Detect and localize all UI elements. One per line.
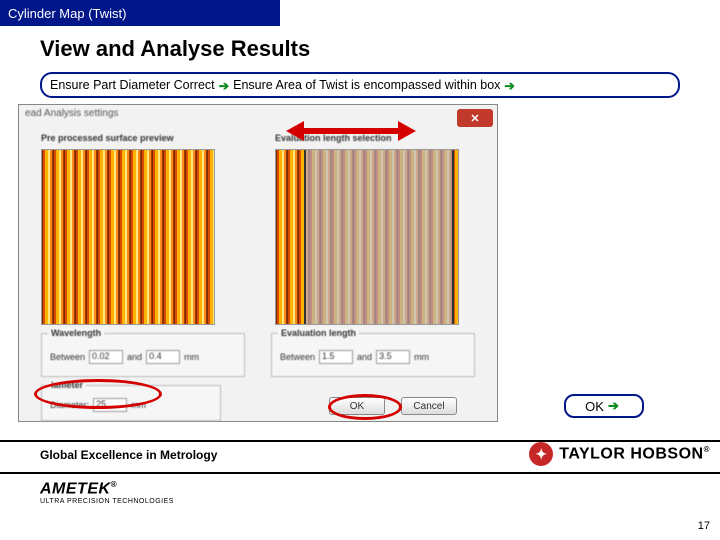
- eval-min-input[interactable]: 1.5: [319, 350, 353, 364]
- brand-name: TAYLOR HOBSON: [559, 445, 703, 462]
- stripes-texture: [42, 150, 214, 324]
- logo-mark-icon: ✦: [529, 442, 553, 466]
- preview-label-right: Evaluation length selection: [275, 133, 392, 143]
- dialog-close-button[interactable]: ✕: [457, 109, 493, 127]
- slide: Cylinder Map (Twist) View and Analyse Re…: [0, 0, 720, 540]
- diameter-group: iameter Diameter: 25 mm: [41, 385, 221, 421]
- instruction-part2: Ensure Area of Twist is encompassed with…: [233, 78, 500, 92]
- and-label: and: [357, 352, 372, 362]
- ametek-logo: AMETEK®: [40, 480, 117, 498]
- between-label: Between: [50, 352, 85, 362]
- slide-title: View and Analyse Results: [40, 36, 310, 62]
- and-label: and: [127, 352, 142, 362]
- footer-tagline: Global Excellence in Metrology: [40, 448, 217, 462]
- preview-label-left: Pre processed surface preview: [41, 133, 174, 143]
- ok-button[interactable]: OK: [329, 397, 385, 415]
- diameter-field-label: Diameter:: [50, 400, 89, 410]
- registered-icon: ®: [704, 445, 710, 454]
- instruction-part1: Ensure Part Diameter Correct: [50, 78, 215, 92]
- arrow-icon: ➔: [608, 398, 619, 414]
- section-bar-text: Cylinder Map (Twist): [8, 6, 126, 21]
- eval-unit: mm: [414, 352, 429, 362]
- taylor-hobson-logo: ✦ TAYLOR HOBSON®: [529, 442, 710, 466]
- ametek-text: AMETEK: [40, 480, 111, 497]
- wavelength-max-input[interactable]: 0.4: [146, 350, 180, 364]
- wavelength-unit: mm: [184, 352, 199, 362]
- analysis-settings-dialog: ead Analysis settings ✕ Pre processed su…: [18, 104, 498, 422]
- instruction-box: Ensure Part Diameter Correct ➔ Ensure Ar…: [40, 72, 680, 98]
- eval-label: Evaluation length: [278, 328, 359, 338]
- arrow-icon: ➔: [504, 78, 514, 93]
- wavelength-group: Wavelength Between 0.02 and 0.4 mm: [41, 333, 245, 377]
- ametek-subtitle: ULTRA PRECISION TECHNOLOGIES: [40, 498, 174, 505]
- between-label: Between: [280, 352, 315, 362]
- selection-box[interactable]: [304, 150, 454, 324]
- ok-hint-box: OK ➔: [564, 394, 644, 418]
- logo-text: TAYLOR HOBSON®: [559, 445, 710, 463]
- dialog-title: ead Analysis settings: [19, 105, 497, 121]
- arrow-icon: ➔: [219, 78, 229, 93]
- divider: [0, 472, 720, 474]
- registered-icon: ®: [111, 480, 117, 489]
- dialog-buttons: OK Cancel: [329, 397, 457, 415]
- diameter-input[interactable]: 25: [93, 398, 127, 412]
- page-number: 17: [698, 520, 710, 532]
- wavelength-min-input[interactable]: 0.02: [89, 350, 123, 364]
- eval-max-input[interactable]: 3.5: [376, 350, 410, 364]
- cancel-button[interactable]: Cancel: [401, 397, 457, 415]
- diameter-unit: mm: [131, 400, 146, 410]
- surface-preview-right: [275, 149, 459, 325]
- wavelength-label: Wavelength: [48, 328, 104, 338]
- diameter-group-label: iameter: [48, 380, 86, 390]
- surface-preview-left: [41, 149, 215, 325]
- eval-length-group: Evaluation length Between 1.5 and 3.5 mm: [271, 333, 475, 377]
- ok-hint-text: OK: [585, 399, 604, 414]
- section-bar: Cylinder Map (Twist): [0, 0, 280, 26]
